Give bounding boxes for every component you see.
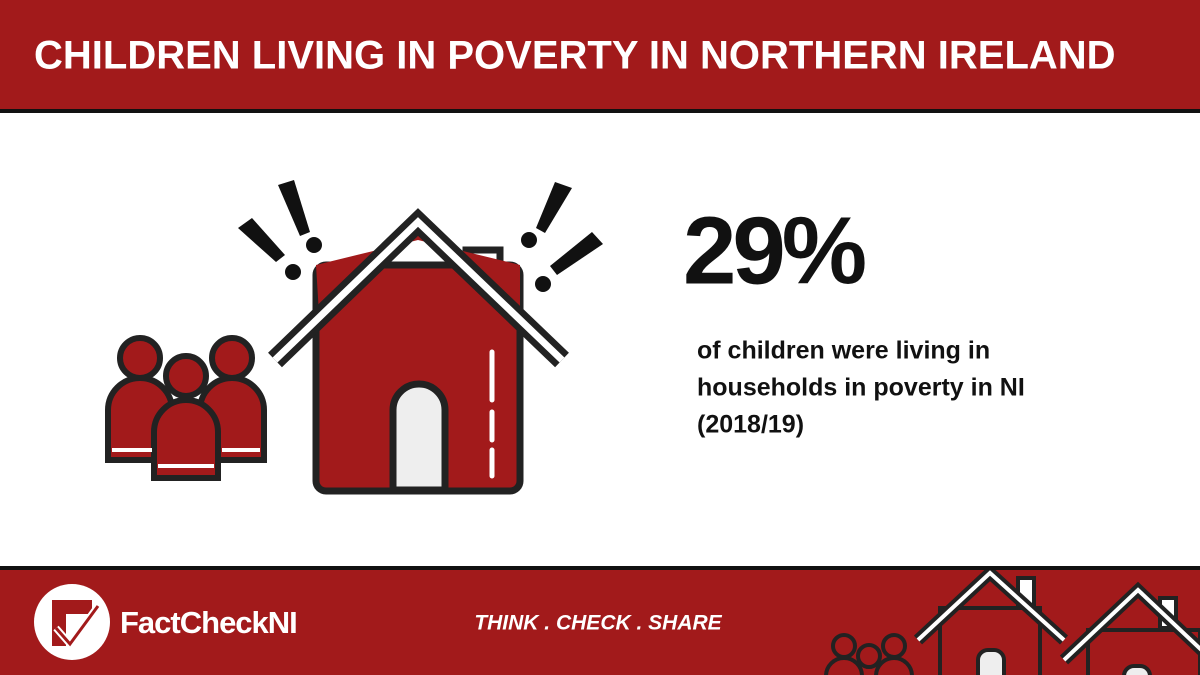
people-icon	[105, 335, 267, 481]
stat-description: of children were living in	[697, 337, 990, 365]
title: CHILDREN LIVING IN POVERTY IN NORTHERN I…	[34, 34, 1116, 78]
exclamations	[238, 180, 603, 292]
footer-rule	[0, 566, 1200, 570]
stat-description: (2018/19)	[697, 411, 804, 439]
logo	[34, 584, 110, 660]
header-band	[0, 0, 1200, 110]
footer-houses	[824, 570, 1200, 675]
tagline: THINK . CHECK . SHARE	[474, 612, 722, 635]
header-rule	[0, 109, 1200, 113]
house-icon	[268, 208, 569, 495]
stat-value: 29%	[683, 197, 865, 304]
stat-description: households in poverty in NI	[697, 374, 1025, 402]
brand: FactCheckNI	[120, 605, 297, 640]
